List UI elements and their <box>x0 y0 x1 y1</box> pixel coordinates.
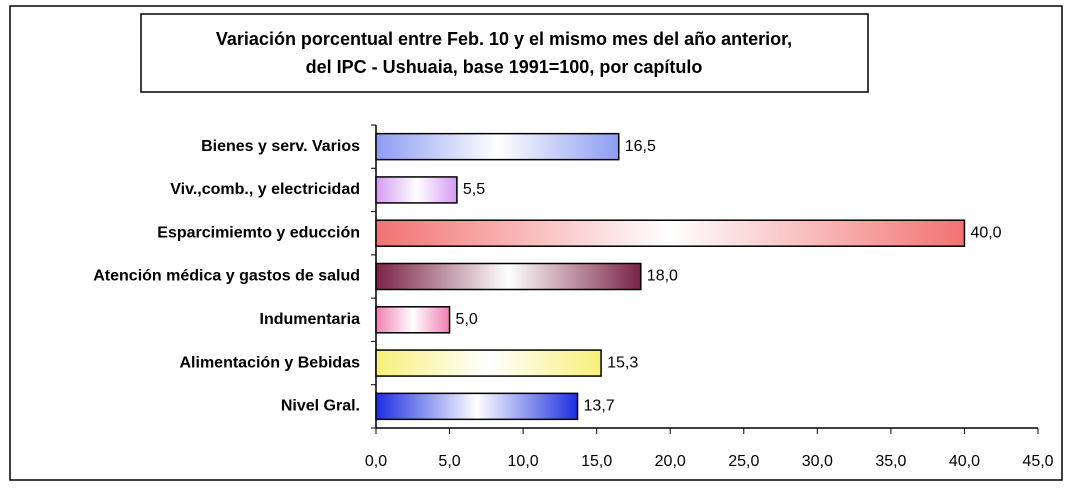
x-tick-label: 35,0 <box>875 453 906 470</box>
x-tick-label: 10,0 <box>508 453 539 470</box>
value-label: 40,0 <box>970 224 1001 241</box>
y-tick-label: Esparcimiemto y educción <box>157 224 360 241</box>
value-label: 13,7 <box>584 398 615 415</box>
y-tick-label: Indumentaria <box>260 311 361 328</box>
bar <box>375 219 966 247</box>
y-tick-label: Nivel Gral. <box>281 398 360 415</box>
y-tick-label: Viv.,comb., y electricidad <box>170 181 360 198</box>
x-tick-label: 20,0 <box>655 453 686 470</box>
x-tick-label: 45,0 <box>1022 453 1053 470</box>
bar <box>375 176 458 204</box>
value-label: 15,3 <box>607 354 638 371</box>
bar <box>375 349 602 377</box>
bar <box>375 262 642 291</box>
x-tick-label: 30,0 <box>802 453 833 470</box>
chart-title: Variación porcentual entre Feb. 10 y el … <box>216 29 792 49</box>
y-tick-label: Alimentación y Bebidas <box>180 354 361 371</box>
chart-border <box>9 5 1063 481</box>
x-tick-label: 5,0 <box>438 453 460 470</box>
title-box <box>140 13 869 93</box>
y-tick-label: Bienes y serv. Varios <box>201 138 360 155</box>
chart-title: del IPC - Ushuaia, base 1991=100, por ca… <box>306 57 703 77</box>
bar <box>375 392 579 421</box>
value-label: 16,5 <box>625 138 656 155</box>
bar <box>375 132 620 161</box>
value-label: 5,0 <box>456 311 478 328</box>
value-label: 5,5 <box>463 181 485 198</box>
x-tick-label: 15,0 <box>581 453 612 470</box>
value-label: 18,0 <box>647 268 678 285</box>
x-tick-label: 25,0 <box>728 453 759 470</box>
x-tick-label: 0,0 <box>365 453 387 470</box>
bar <box>375 306 451 334</box>
x-tick-label: 40,0 <box>949 453 980 470</box>
y-tick-label: Atención médica y gastos de salud <box>93 268 360 285</box>
